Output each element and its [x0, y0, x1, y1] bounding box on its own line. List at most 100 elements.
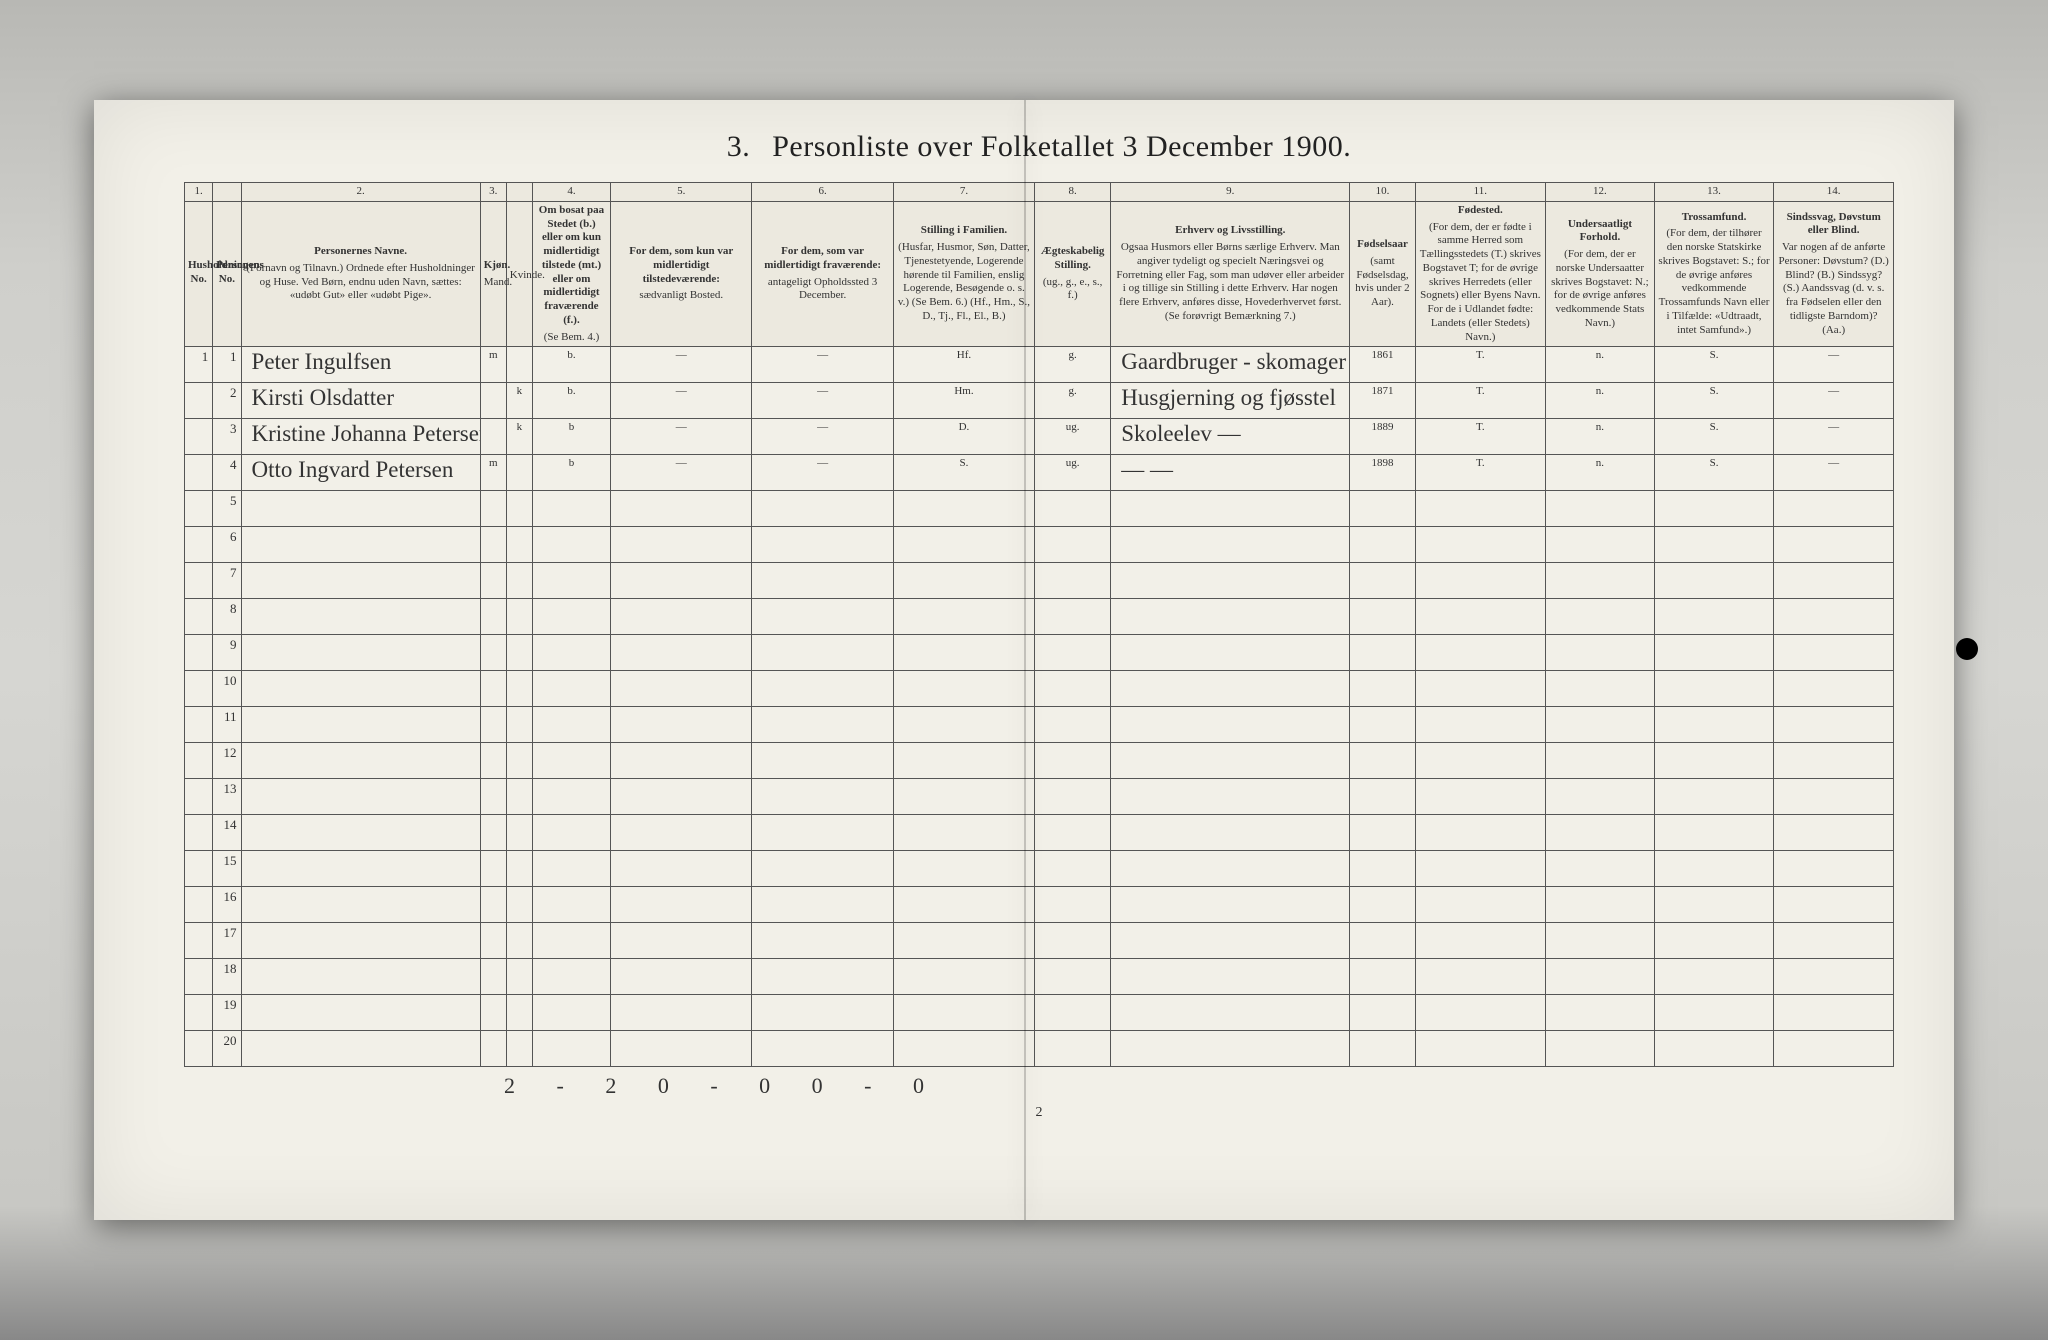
- cell-empty: [480, 815, 506, 851]
- cell-empty: [752, 563, 893, 599]
- column-number: 13.: [1654, 183, 1774, 202]
- cell-empty: [1774, 707, 1894, 743]
- cell-empty: [506, 707, 532, 743]
- cell-empty: [1350, 779, 1415, 815]
- cell-empty: [893, 707, 1034, 743]
- cell-empty: [1415, 599, 1545, 635]
- column-header: Husholdningens No.: [185, 201, 213, 347]
- cell-empty: [532, 815, 610, 851]
- cell-empty: [185, 851, 213, 887]
- cell-empty: [1350, 527, 1415, 563]
- cell-empty: [480, 707, 506, 743]
- cell-empty: [752, 599, 893, 635]
- cell-empty: [893, 1031, 1034, 1067]
- photo-background: 3. Personliste over Folketallet 3 Decemb…: [0, 0, 2048, 1340]
- cell-empty: [1035, 887, 1111, 923]
- cell-empty: [893, 491, 1034, 527]
- cell-empty: [611, 743, 752, 779]
- cell-c14: —: [1774, 455, 1894, 491]
- cell-empty: [1654, 527, 1774, 563]
- cell-empty: [480, 743, 506, 779]
- cell-empty: [1415, 707, 1545, 743]
- cell-empty: [611, 527, 752, 563]
- cell-c5: —: [611, 455, 752, 491]
- cell-empty: [1350, 563, 1415, 599]
- cell-empty: [532, 923, 610, 959]
- cell-k: [506, 347, 532, 383]
- column-header: Sindssvag, Døvstum eller Blind.Var nogen…: [1774, 201, 1894, 347]
- cell-empty: [1350, 851, 1415, 887]
- cell-empty: [241, 671, 480, 707]
- cell-empty: [752, 779, 893, 815]
- cell-empty: [480, 491, 506, 527]
- cell-empty: [1035, 959, 1111, 995]
- column-header-row: Husholdningens No.Personens No.Personern…: [185, 201, 1894, 347]
- cell-c10: 1889: [1350, 419, 1415, 455]
- cell-c8: g.: [1035, 347, 1111, 383]
- cell-empty: [1415, 491, 1545, 527]
- cell-empty: [611, 887, 752, 923]
- cell-empty: 5: [213, 491, 241, 527]
- cell-empty: [506, 635, 532, 671]
- cell-m: m: [480, 347, 506, 383]
- cell-empty: [1546, 527, 1655, 563]
- cell-empty: [611, 563, 752, 599]
- cell-empty: [1035, 923, 1111, 959]
- cell-empty: [752, 851, 893, 887]
- cell-empty: [532, 563, 610, 599]
- cell-empty: [893, 599, 1034, 635]
- cell-empty: [1035, 599, 1111, 635]
- cell-empty: [1350, 491, 1415, 527]
- cell-k: [506, 455, 532, 491]
- column-header: Stilling i Familien.(Husfar, Husmor, Søn…: [893, 201, 1034, 347]
- cell-empty: [185, 743, 213, 779]
- cell-c14: —: [1774, 347, 1894, 383]
- cell-empty: [241, 707, 480, 743]
- cell-empty: [185, 635, 213, 671]
- table-row-empty: 13: [185, 779, 1894, 815]
- cell-c9: Husgjerning og fjøsstel: [1111, 383, 1350, 419]
- column-header: For dem, som kun var midlertidigt tilste…: [611, 201, 752, 347]
- cell-empty: [752, 671, 893, 707]
- cell-empty: [532, 1031, 610, 1067]
- cell-empty: [532, 635, 610, 671]
- table-row-empty: 6: [185, 527, 1894, 563]
- cell-empty: [1415, 851, 1545, 887]
- cell-empty: [893, 851, 1034, 887]
- cell-empty: [480, 959, 506, 995]
- cell-c8: g.: [1035, 383, 1111, 419]
- cell-empty: [1035, 1031, 1111, 1067]
- cell-empty: [1774, 995, 1894, 1031]
- cell-empty: [185, 563, 213, 599]
- cell-empty: [532, 779, 610, 815]
- cell-empty: [611, 815, 752, 851]
- table-row-empty: 17: [185, 923, 1894, 959]
- cell-empty: [1654, 851, 1774, 887]
- table-row-empty: 15: [185, 851, 1894, 887]
- cell-c10: 1871: [1350, 383, 1415, 419]
- cell-name: Kirsti Olsdatter: [241, 383, 480, 419]
- cell-empty: [480, 563, 506, 599]
- cell-empty: 7: [213, 563, 241, 599]
- column-number: 1.: [185, 183, 213, 202]
- cell-pn: 3: [213, 419, 241, 455]
- cell-empty: [1111, 1031, 1350, 1067]
- cell-empty: [1546, 743, 1655, 779]
- cell-empty: 16: [213, 887, 241, 923]
- cell-empty: [506, 563, 532, 599]
- cell-empty: [1415, 527, 1545, 563]
- census-table: 1.2.3.4.5.6.7.8.9.10.11.12.13.14. Hushol…: [184, 182, 1894, 1067]
- cell-empty: [506, 671, 532, 707]
- cell-c11: T.: [1415, 347, 1545, 383]
- cell-c8: ug.: [1035, 455, 1111, 491]
- cell-empty: [185, 995, 213, 1031]
- cell-empty: [1774, 1031, 1894, 1067]
- cell-c12: n.: [1546, 383, 1655, 419]
- cell-empty: [1035, 743, 1111, 779]
- table-row-empty: 16: [185, 887, 1894, 923]
- cell-empty: [241, 923, 480, 959]
- cell-empty: [1111, 635, 1350, 671]
- cell-c6: —: [752, 455, 893, 491]
- cell-empty: [185, 599, 213, 635]
- cell-empty: [1415, 815, 1545, 851]
